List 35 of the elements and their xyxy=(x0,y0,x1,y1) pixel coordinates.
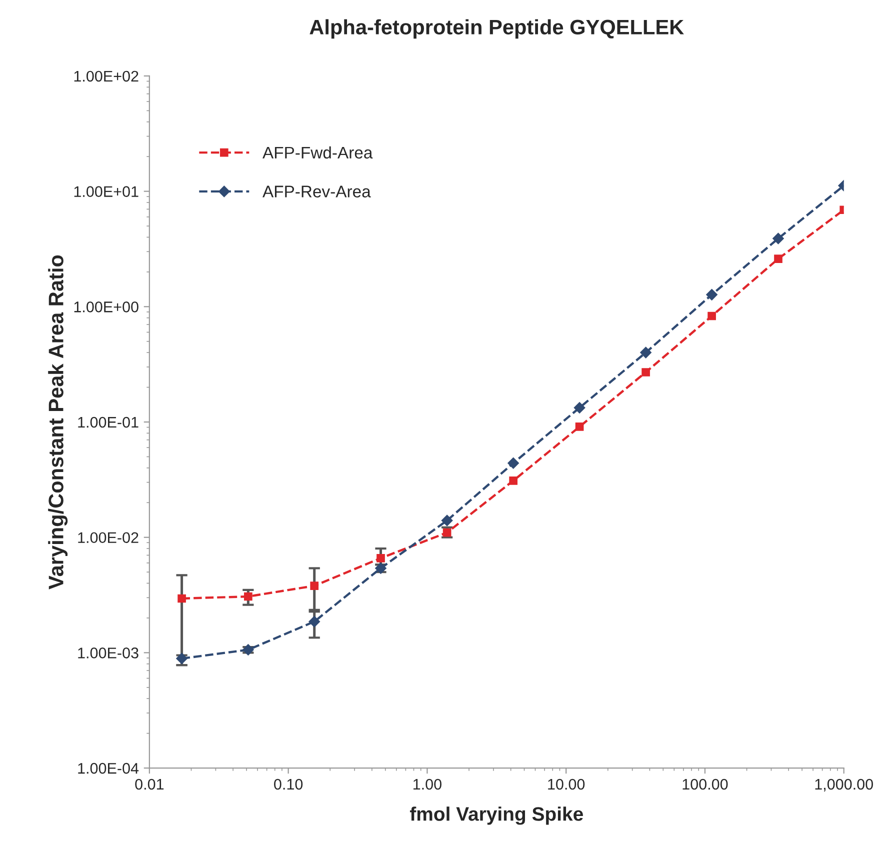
x-tick-label: 1,000.00 xyxy=(815,778,873,792)
point xyxy=(706,289,718,300)
point xyxy=(509,476,518,485)
x-tick-label: 1.00 xyxy=(413,778,442,790)
point xyxy=(310,582,319,590)
point xyxy=(442,528,452,537)
y-tick-label: 1.00E+01 xyxy=(74,186,138,197)
point xyxy=(774,254,782,263)
point xyxy=(574,402,586,414)
point xyxy=(441,514,453,526)
legend-label: AFP-Fwd-Area xyxy=(262,146,373,159)
point xyxy=(772,232,784,244)
x-tick-label: 10.00 xyxy=(548,778,585,790)
legend-label: AFP-Rev-Area xyxy=(262,186,371,198)
point xyxy=(508,458,519,469)
point xyxy=(640,346,652,358)
chart-title: Alpha-fetoprotein Peptide GYQELLEK xyxy=(310,19,684,39)
x-tick-label: 0.10 xyxy=(274,778,303,790)
y-tick-label: 1.00E-02 xyxy=(78,532,138,544)
point xyxy=(244,592,252,601)
point xyxy=(575,422,584,431)
y-axis-title: Varying/Constant Peak Area Ratio xyxy=(48,255,68,590)
point xyxy=(708,312,716,320)
x-tick-label: 0.01 xyxy=(135,778,164,790)
point xyxy=(308,616,320,628)
y-tick-label: 1.00E-01 xyxy=(78,416,138,428)
point xyxy=(376,554,385,562)
point xyxy=(178,594,186,603)
x-axis-title: fmol Varying Spike xyxy=(410,806,583,825)
x-tick-label: 100.00 xyxy=(682,778,728,790)
y-tick-label: 1.00E+02 xyxy=(74,70,138,82)
y-tick-label: 1.00E+00 xyxy=(74,302,138,312)
y-tick-label: 1.00E-03 xyxy=(78,648,138,658)
y-tick-label: 1.00E-04 xyxy=(78,762,139,774)
point xyxy=(642,368,650,376)
